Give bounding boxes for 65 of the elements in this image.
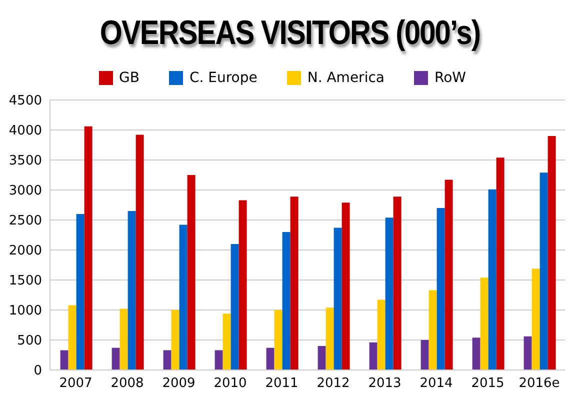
bar [334,228,342,370]
bar [369,342,378,370]
bar [480,278,488,370]
y-tick-label: 1000 [8,304,42,319]
y-tick-label: 3500 [8,154,42,169]
x-tick-label: 2016e [518,376,560,392]
bar [282,232,290,370]
x-tick-label: 2015 [471,376,504,392]
y-tick-label: 1500 [8,274,42,289]
x-tick-label: 2012 [316,376,350,392]
bar [496,158,504,370]
bar [318,346,326,370]
bar [179,224,188,370]
legend-label: RoW [434,70,466,86]
x-tick-label: 2008 [110,376,144,392]
bar [163,350,172,370]
y-tick-label: 2500 [8,214,42,229]
y-tick-label: 500 [17,334,42,349]
bar [540,172,548,370]
bar [230,244,239,370]
legend-label: N. America [307,70,384,86]
bar [128,211,136,370]
bar [472,338,480,370]
y-tick-label: 4500 [8,94,42,109]
bar [222,314,231,370]
x-tick-label: 2007 [59,376,92,392]
y-tick-label: 3000 [8,184,42,199]
x-tick-label: 2010 [214,376,247,392]
bar [76,214,84,370]
x-tick-label: 2013 [368,376,402,392]
bar [444,180,453,370]
bar [436,208,445,370]
bar [326,308,334,370]
bar [393,196,402,370]
bar [420,340,429,370]
bar [342,202,350,370]
bar [120,308,128,370]
bar [214,350,223,370]
y-tick-label: 4000 [8,124,42,139]
y-tick-label: 0 [34,364,42,379]
bar [171,310,180,370]
legend-label: C. Europe [189,70,258,86]
bar [548,136,556,370]
bar [274,310,282,370]
bar [488,189,496,370]
bar [532,268,540,370]
bar [187,175,196,370]
bar [266,348,274,370]
bar [60,350,68,370]
chart-title: OVERSEAS VISITORS (000’s) [98,14,482,53]
bar [428,290,437,370]
legend-label: GB [118,70,140,86]
bar [524,336,532,370]
bar [290,196,298,370]
x-tick-label: 2011 [265,376,298,392]
bar [68,305,76,370]
x-tick-label: 2014 [420,376,453,392]
bar [385,218,394,370]
bar [238,200,247,370]
x-tick-label: 2009 [162,376,196,392]
bar [112,348,120,370]
y-tick-label: 2000 [8,244,42,259]
bar [377,300,386,370]
bar [84,126,92,370]
bar [136,134,144,370]
